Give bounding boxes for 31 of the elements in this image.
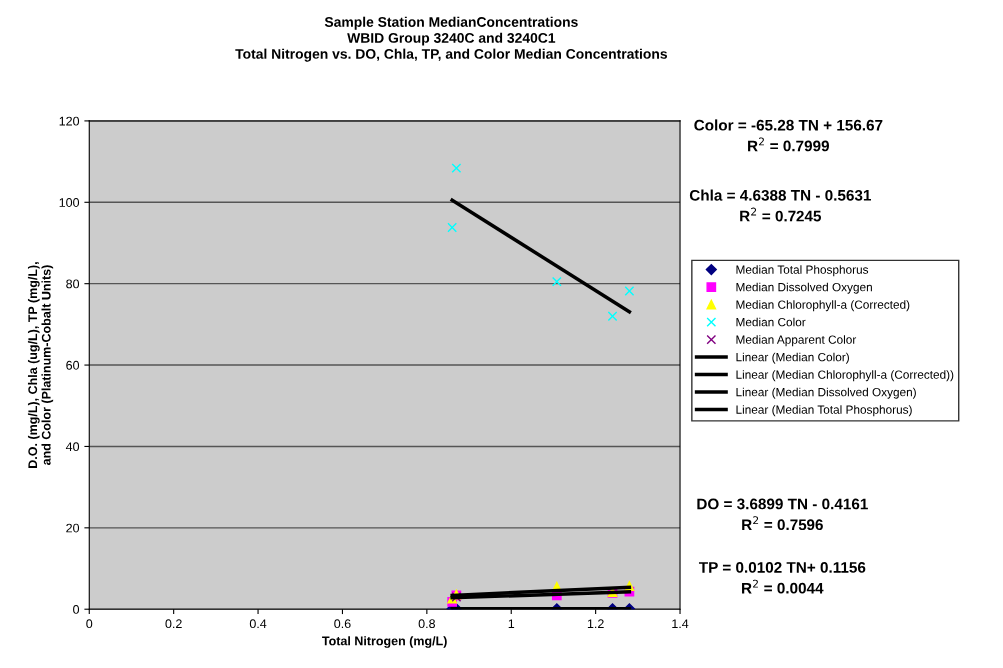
y-tick-label: 40 (65, 442, 80, 452)
y-tick-label: 100 (59, 198, 80, 207)
x-tick-label: 0 (86, 619, 93, 629)
chart-title: Sample Station MedianConcentrations WBID Group 3240C and 3240C1 Total Nitrogen vs. DO, Chla, TP, and Color Median Concentrations (235, 16, 667, 62)
y-tick-label: 120 (59, 116, 80, 126)
legend-label: Median Dissolved Oxygen (736, 282, 872, 294)
x-tick-label: 1 (508, 619, 515, 628)
legend-label: Median Apparent Color (736, 335, 857, 347)
legend-label: Linear (Median Total Phosphorus) (736, 405, 912, 417)
y-tick-label: 20 (66, 523, 80, 533)
x-tick-label: 0.6 (334, 619, 351, 629)
y-axis-title: D.O. (mg/L), Chla (ug/L), TP (mg/L), and Color (Platinum-Cobalt Units) (27, 262, 54, 468)
x-tick-label: 1.2 (587, 619, 604, 628)
legend-label: Linear (Median Dissolved Oxygen) (736, 387, 916, 399)
legend-label: Median Color (736, 317, 806, 327)
y-tick-label: 80 (66, 279, 80, 289)
legend-label: Median Chlorophyll-a (Corrected) (736, 300, 910, 312)
y-tick-label: 60 (66, 360, 80, 370)
text: Chla = 4.6388 TN - 0.5631 R$^{2}$ = 0.7245 (689, 189, 871, 222)
text: TP = 0.0102 TN+ 0.1156 R$^{2}$ = 0.0044 (698, 562, 866, 594)
legend-label: Linear (Median Chlorophyll-a (Corrected)) (736, 370, 954, 382)
legend-label: Median Total Phosphorus (736, 265, 869, 277)
x-tick-label: 1.4 (672, 619, 689, 628)
x-tick-label: 0.4 (249, 619, 267, 629)
x-axis-title: Total Nitrogen (mg/L) (322, 636, 447, 648)
x-tick-label: 0.8 (418, 619, 435, 629)
y-tick-label: 0 (73, 605, 80, 614)
text: DO = 3.6899 TN - 0.4161 R$^{2}$ = 0.7596 (697, 498, 868, 531)
text: Color = -65.28 TN + 156.67 R$^{2}$ = 0.7999 (694, 119, 883, 152)
legend-label: Linear (Median Color) (736, 352, 849, 364)
x-tick-label: 0.2 (165, 619, 182, 629)
